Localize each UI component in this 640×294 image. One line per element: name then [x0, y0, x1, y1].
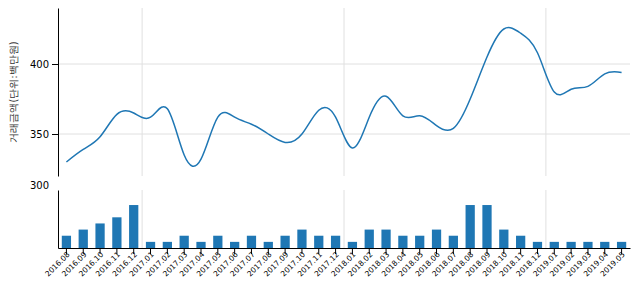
bar — [196, 242, 205, 248]
bar — [297, 230, 306, 248]
bar — [163, 242, 172, 248]
bar — [314, 236, 323, 248]
y-axis — [58, 191, 59, 249]
bar — [398, 236, 407, 248]
year-separator — [142, 190, 143, 248]
x-axis: 2016.082016.092016.102016.112016.122017.… — [43, 248, 630, 278]
bar — [264, 242, 273, 248]
bar — [95, 223, 104, 248]
bar — [550, 242, 559, 248]
tick-mark — [52, 134, 58, 135]
axis-line — [59, 248, 631, 249]
x-tick: 2019.05 — [599, 248, 627, 278]
bar — [516, 236, 525, 248]
bar — [449, 236, 458, 248]
y-label: 거래금액(단위:백만원) — [8, 41, 19, 142]
bar — [146, 242, 155, 248]
bar — [79, 230, 88, 248]
annotation: 300 — [30, 180, 49, 191]
bar — [381, 230, 390, 248]
year-separator — [344, 190, 345, 248]
y-tick: 400 — [30, 59, 58, 70]
year-separator — [344, 8, 345, 176]
bar — [62, 236, 71, 248]
bar — [247, 236, 256, 248]
line — [66, 28, 621, 167]
marks — [66, 28, 621, 167]
bar — [499, 230, 508, 248]
panel-line: 350 400 거래금액(단위:백만원) 300 — [8, 8, 630, 191]
bar — [482, 205, 491, 248]
y-tick: 350 — [30, 129, 58, 140]
bar — [533, 242, 542, 248]
tick-label: 2019.05 — [599, 250, 627, 278]
panel-bar: 2016.082016.092016.102016.112016.122017.… — [43, 190, 630, 278]
axis-line — [58, 191, 59, 249]
y-axis: 350 400 — [30, 9, 59, 177]
bar — [466, 205, 475, 248]
year-separators — [142, 8, 546, 176]
year-separators — [142, 190, 546, 248]
chart: 350 400 거래금액(단위:백만원) 300 2016.082016.092016.… — [0, 0, 640, 294]
bar — [112, 217, 121, 248]
bar — [566, 242, 575, 248]
marks — [62, 205, 626, 248]
bar — [415, 236, 424, 248]
bar — [600, 242, 609, 248]
bar — [348, 242, 357, 248]
bar — [365, 230, 374, 248]
year-separator — [142, 8, 143, 176]
year-separator — [545, 190, 546, 248]
bar — [432, 230, 441, 248]
bar — [280, 236, 289, 248]
bar — [583, 242, 592, 248]
bar — [617, 242, 626, 248]
bar — [331, 236, 340, 248]
tick-label: 350 — [30, 129, 49, 140]
bar — [213, 236, 222, 248]
axis-line — [58, 9, 59, 177]
bar — [129, 205, 138, 248]
tick-mark — [52, 64, 58, 65]
bar — [180, 236, 189, 248]
year-separator — [545, 8, 546, 176]
bar — [230, 242, 239, 248]
tick-label: 400 — [30, 59, 49, 70]
